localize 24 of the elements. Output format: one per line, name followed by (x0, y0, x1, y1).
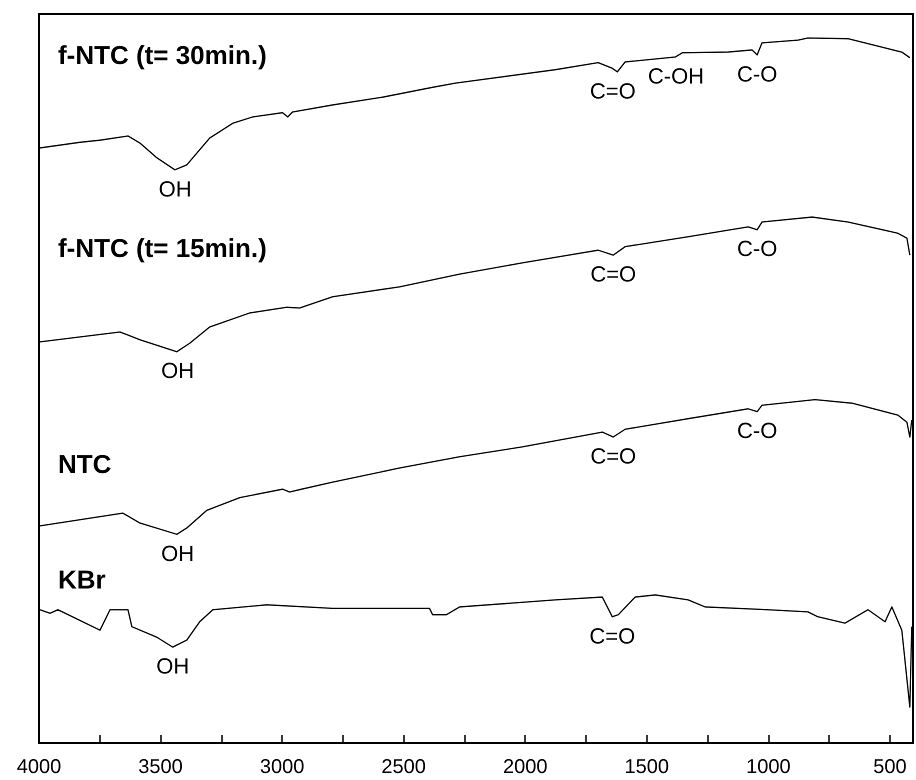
x-tick-label: 1500 (624, 756, 670, 778)
x-tick-label: 2500 (381, 756, 426, 778)
annotation: C-O (737, 418, 778, 444)
series-label: KBr (58, 564, 106, 595)
annotation: OH (161, 540, 194, 566)
annotation: C=O (589, 623, 636, 648)
annotation: OH (161, 358, 194, 384)
annotation: C=O (590, 444, 636, 469)
x-tick-label: 4000 (16, 756, 62, 778)
x-tick-label: 500 (873, 756, 907, 778)
x-tick-label: 2000 (502, 756, 548, 778)
annotation: OH (158, 176, 192, 202)
annotation: OH (156, 654, 190, 679)
annotation: C=O (590, 78, 636, 104)
x-tick-label: 3000 (260, 756, 304, 778)
series-label: f-NTC (t= 30min.) (58, 40, 267, 70)
series-label: f-NTC (t= 15min.) (58, 232, 267, 263)
annotation: C=O (590, 262, 636, 287)
x-tick-label: 3500 (138, 756, 183, 778)
annotation: C-O (737, 236, 778, 262)
annotation: C-O (737, 61, 778, 86)
x-tick-label: 1000 (746, 756, 791, 778)
annotation: C-OH (648, 64, 704, 89)
series-label: NTC (58, 448, 112, 479)
